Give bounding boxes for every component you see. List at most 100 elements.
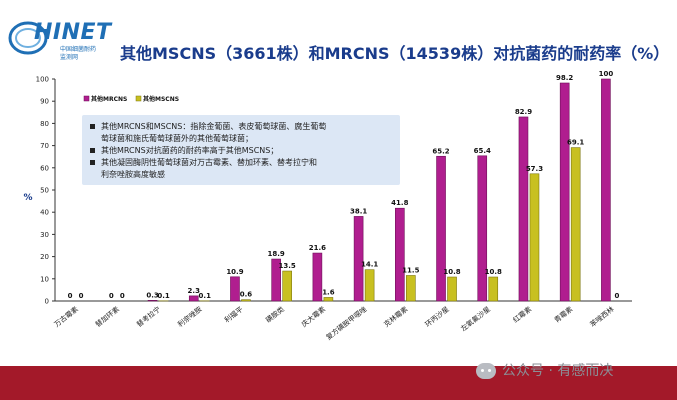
note-line-4: 其他凝固酶阴性葡萄球菌对万古霉素、替加环素、替考拉宁和 bbox=[90, 157, 317, 168]
bar-value-label: 14.1 bbox=[361, 261, 378, 269]
bar-value-label: 98.2 bbox=[556, 74, 573, 82]
legend-swatch bbox=[135, 95, 142, 102]
footer-band bbox=[0, 366, 677, 400]
bar-value-label: 69.1 bbox=[567, 139, 584, 147]
bar-value-label: 0 bbox=[68, 292, 73, 300]
y-tick-label: 30 bbox=[40, 231, 49, 239]
bar-value-label: 41.8 bbox=[391, 199, 408, 207]
y-tick-label: 80 bbox=[40, 120, 49, 128]
x-category-label: 替考拉宁 bbox=[135, 304, 163, 328]
y-tick-label: 60 bbox=[40, 164, 49, 172]
bar-mrcns bbox=[312, 252, 323, 302]
bar-mrcns bbox=[147, 300, 158, 302]
bar-value-label: 11.5 bbox=[402, 266, 419, 274]
note-text-5: 利奈唑胺高度敏感 bbox=[101, 170, 165, 179]
watermark-text: 公众号 · 有感而决 bbox=[502, 363, 614, 379]
x-category-label: 克林霉素 bbox=[382, 304, 410, 328]
bullet-icon bbox=[90, 160, 95, 165]
bar-value-label: 0 bbox=[614, 292, 619, 300]
note-text-1: 其他MRCNS和MSCNS：指除金葡菌、表皮葡萄球菌、腐生葡萄 bbox=[101, 122, 327, 131]
bullet-icon bbox=[90, 124, 95, 129]
bar-value-label: 1.6 bbox=[322, 288, 335, 296]
x-category-label: 替加环素 bbox=[93, 304, 121, 328]
y-tick-label: 40 bbox=[40, 209, 49, 217]
y-tick-label: 50 bbox=[40, 187, 49, 195]
note-text-3: 其他MRCNS对抗菌药的耐药率高于其他MSCNS； bbox=[101, 146, 279, 155]
bar-mscns bbox=[364, 269, 375, 302]
bar-mscns bbox=[323, 297, 334, 302]
bar-mrcns bbox=[353, 216, 364, 302]
bar-value-label: 2.3 bbox=[188, 287, 201, 295]
watermark: 公众号 · 有感而决 bbox=[476, 360, 613, 382]
y-tick-label: 20 bbox=[40, 253, 49, 261]
y-tick-label: 90 bbox=[40, 98, 49, 106]
note-line-1: 其他MRCNS和MSCNS：指除金葡菌、表皮葡萄球菌、腐生葡萄 bbox=[90, 121, 326, 132]
bar-mscns bbox=[282, 270, 292, 302]
note-text-2: 萄球菌和施氏葡萄球菌外的其他葡萄球菌； bbox=[101, 134, 253, 143]
bar-value-label: 0 bbox=[79, 292, 84, 300]
bar-mrcns bbox=[188, 295, 199, 302]
bar-value-label: 10.9 bbox=[226, 268, 243, 276]
bar-mrcns bbox=[395, 207, 405, 302]
legend-swatch bbox=[83, 95, 90, 102]
logo-subtitle-line-1: 中国细菌耐药 bbox=[60, 46, 97, 53]
logo-subtitle: 中国细菌耐药 监测网 bbox=[60, 46, 96, 62]
bullet-icon bbox=[90, 148, 95, 153]
y-tick-label: 70 bbox=[40, 142, 49, 150]
x-category-label: 左氧氟沙星 bbox=[459, 304, 492, 333]
bar-mrcns bbox=[559, 82, 570, 302]
y-axis-label: % bbox=[23, 193, 32, 203]
bar-value-label: 0.1 bbox=[199, 292, 212, 300]
bar-mscns bbox=[529, 173, 540, 302]
bar-mrcns bbox=[477, 155, 488, 302]
bar-value-label: 57.3 bbox=[526, 165, 543, 173]
x-category-label: 庆大霉素 bbox=[300, 304, 328, 328]
bar-mscns bbox=[406, 275, 416, 302]
wechat-icon bbox=[476, 363, 496, 379]
logo-ring-icon bbox=[8, 21, 48, 55]
legend-label: 其他MRCNS bbox=[91, 95, 127, 103]
bar-value-label: 13.5 bbox=[279, 262, 296, 270]
bar-mscns bbox=[488, 276, 499, 302]
bar-mrcns bbox=[230, 276, 240, 302]
chart-title: 其他MSCNS（3661株）和MRCNS（14539株）对抗菌药的耐药率（%） bbox=[120, 44, 670, 63]
logo-text: HINET bbox=[34, 20, 112, 45]
x-category-label: 利福平 bbox=[223, 304, 245, 324]
bar-value-label: 0.1 bbox=[157, 292, 170, 300]
note-text-4: 其他凝固酶阴性葡萄球菌对万古霉素、替加环素、替考拉宁和 bbox=[101, 158, 317, 167]
bar-value-label: 100 bbox=[599, 70, 614, 78]
y-tick-label: 0 bbox=[45, 298, 49, 306]
bar-mscns bbox=[447, 276, 457, 302]
notes-box: 其他MRCNS和MSCNS：指除金葡菌、表皮葡萄球菌、腐生葡萄 萄球菌和施氏葡萄… bbox=[82, 115, 400, 185]
bar-value-label: 0.3 bbox=[146, 291, 159, 299]
bar-value-label: 18.9 bbox=[268, 250, 285, 258]
bar-mscns bbox=[570, 147, 581, 302]
bar-value-label: 0 bbox=[120, 292, 125, 300]
bar-value-label: 10.8 bbox=[485, 268, 502, 276]
x-category-label: 青霉素 bbox=[552, 304, 574, 324]
note-line-3: 其他MRCNS对抗菌药的耐药率高于其他MSCNS； bbox=[90, 145, 278, 156]
y-tick-label: 100 bbox=[36, 76, 49, 84]
bar-mscns bbox=[241, 299, 251, 302]
bar-mrcns bbox=[601, 78, 611, 302]
bar-mrcns bbox=[436, 155, 446, 302]
logo-subtitle-line-2: 监测网 bbox=[60, 54, 79, 61]
x-category-label: 复方磺胺甲噁唑 bbox=[324, 304, 368, 341]
bar-value-label: 10.8 bbox=[443, 268, 460, 276]
bar-value-label: 21.6 bbox=[309, 244, 326, 252]
bar-value-label: 0 bbox=[109, 292, 114, 300]
x-category-label: 苯唑西林 bbox=[588, 304, 616, 328]
x-category-label: 环丙沙星 bbox=[424, 305, 451, 329]
legend-label: 其他MSCNS bbox=[143, 95, 179, 103]
bar-value-label: 65.2 bbox=[432, 147, 449, 155]
note-line-5: 利奈唑胺高度敏感 bbox=[101, 169, 165, 180]
x-category-label: 磺胺类 bbox=[264, 304, 286, 324]
bar-mrcns bbox=[518, 116, 529, 302]
x-category-label: 红霉素 bbox=[511, 304, 533, 324]
y-tick-label: 10 bbox=[40, 275, 49, 283]
bar-value-label: 65.4 bbox=[474, 147, 491, 155]
bar-mrcns bbox=[271, 258, 281, 302]
hinet-logo: HINET 中国细菌耐药 监测网 bbox=[8, 16, 120, 64]
x-category-label: 万古霉素 bbox=[52, 304, 80, 328]
